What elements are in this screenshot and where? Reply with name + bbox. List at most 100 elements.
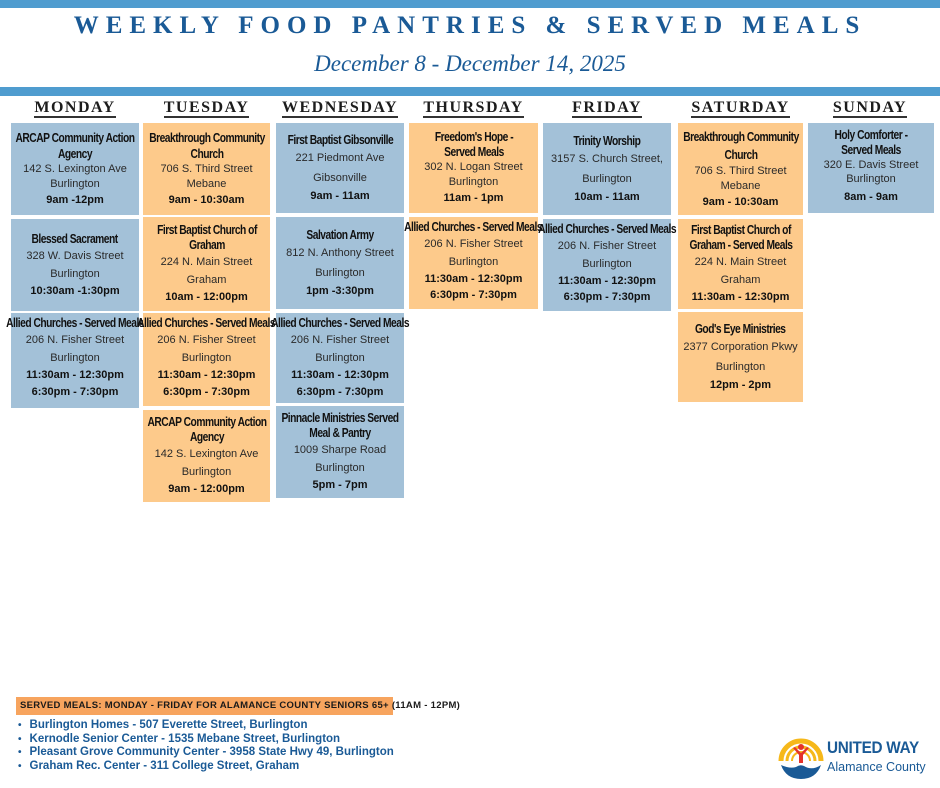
day-header-saturday: SATURDAY	[676, 99, 805, 119]
served-meal-location: Pleasant Grove Community Center - 3958 S…	[18, 746, 394, 760]
served-meals-list: Burlington Homes - 507 Everette Street, …	[18, 719, 394, 773]
day-header-tuesday: TUESDAY	[143, 99, 270, 119]
pantry-city: Burlington	[846, 173, 896, 185]
pantry-time: 1pm -3:30pm	[306, 284, 374, 297]
pantry-name: First Baptist Church of Graham - Served …	[688, 222, 793, 252]
pantry-name: Allied Churches - Served Meals	[271, 316, 409, 330]
day-header-wednesday: WEDNESDAY	[274, 99, 406, 119]
page-title: WEEKLY FOOD PANTRIES & SERVED MEALS	[73, 12, 867, 39]
pantry-address: 206 N. Fisher Street	[290, 334, 390, 346]
pantry-card: ARCAP Community Action Agency 142 S. Lex…	[11, 123, 139, 215]
pantry-card: Breakthrough Community Church 706 S. Thi…	[143, 123, 270, 215]
pantry-time: 11:30am - 12:30pm	[291, 369, 389, 381]
pantry-card: First Baptist Church of Graham - Served …	[678, 219, 803, 309]
pantry-name: Pinnacle Ministries Served Meal & Pantry	[281, 410, 399, 440]
pantry-time: 9am - 12:00pm	[168, 482, 245, 495]
pantry-card: First Baptist Church of Graham 224 N. Ma…	[143, 217, 270, 311]
pantry-time: 6:30pm - 7:30pm	[430, 289, 517, 301]
pantry-name: Allied Churches - Served Meals	[404, 220, 543, 234]
pantry-card: Allied Churches - Served Meals 206 N. Fi…	[405, 217, 543, 309]
day-label: TUESDAY	[163, 99, 250, 118]
pantry-name: Freedom's Hope - Served Meals	[434, 129, 513, 159]
pantry-address: 706 S. Third Street	[160, 162, 253, 175]
pantry-time: 8am - 9am	[844, 191, 898, 203]
served-meal-location: Graham Rec. Center - 311 College Street,…	[18, 760, 394, 774]
pantry-city: Burlington	[181, 465, 232, 478]
pantry-city: Burlington	[315, 266, 365, 279]
pantry-address: 142 S. Lexington Ave	[154, 447, 259, 460]
served-meal-location: Kernodle Senior Center - 1535 Mebane Str…	[18, 733, 394, 747]
pantry-city: Burlington	[448, 175, 499, 188]
pantry-address: 206 N. Fisher Street	[557, 240, 657, 252]
pantry-time: 5pm - 7pm	[312, 478, 368, 491]
pantry-time: 12pm - 2pm	[709, 378, 772, 391]
pantry-address: 1009 Sharpe Road	[293, 443, 387, 456]
pantry-address: 320 E. Davis Street	[823, 159, 919, 171]
pantry-name: Allied Churches - Served Meals	[137, 316, 276, 330]
pantry-time: 11am - 1pm	[443, 191, 504, 204]
pantry-time: 11:30am - 12:30pm	[558, 275, 656, 287]
day-label: MONDAY	[34, 99, 116, 118]
pantry-card: Salvation Army 812 N. Anthony Street Bur…	[276, 217, 404, 309]
pantry-time: 10am - 12:00pm	[165, 290, 248, 303]
pantry-name: Allied Churches - Served Meals	[538, 222, 676, 236]
top-accent-bar	[0, 0, 940, 8]
pantry-card: Pinnacle Ministries Served Meal & Pantry…	[276, 406, 404, 498]
pantry-time: 9am - 10:30am	[168, 193, 245, 206]
pantry-address: 224 N. Main Street	[694, 255, 787, 268]
pantry-card: Breakthrough Community Church 706 S. Thi…	[678, 123, 803, 215]
pantry-time: 9am - 11am	[310, 189, 370, 202]
pantry-name: First Baptist Gibsonville	[287, 132, 393, 147]
pantry-city: Gibsonville	[313, 171, 367, 184]
day-label: SATURDAY	[691, 99, 790, 118]
pantry-name: Trinity Worship	[573, 133, 641, 148]
pantry-time: 6:30pm - 7:30pm	[296, 386, 384, 398]
pantry-time: 11:30am - 12:30pm	[26, 369, 124, 381]
pantry-name: Breakthrough Community Church	[682, 129, 799, 162]
pantry-card: God's Eye Ministries 2377 Corporation Pk…	[678, 312, 803, 402]
pantry-address: 221 Piedmont Ave	[295, 151, 385, 164]
logo-title: UNITED WAY	[827, 738, 919, 757]
united-way-emblem-icon	[778, 738, 824, 779]
pantry-address: 812 N. Anthony Street	[286, 246, 394, 259]
pantry-card: ARCAP Community Action Agency 142 S. Lex…	[143, 410, 270, 502]
pantry-name: Salvation Army	[306, 227, 374, 242]
pantry-address: 206 N. Fisher Street	[424, 238, 523, 250]
pantry-name: ARCAP Community Action Agency	[146, 414, 267, 444]
pantry-name: First Baptist Church of Graham	[156, 222, 257, 252]
pantry-city: Burlington	[315, 461, 365, 474]
pantry-address: 2377 Corporation Pkwy	[683, 340, 798, 353]
pantry-time: 9am - 10:30am	[702, 195, 779, 208]
united-way-logo: UNITED WAY Alamance County	[778, 733, 938, 783]
day-label: SUNDAY	[832, 99, 908, 118]
pantry-address: 706 S. Third Street	[694, 164, 787, 177]
pantry-card: Freedom's Hope - Served Meals 302 N. Log…	[409, 123, 538, 213]
pantry-time: 6:30pm - 7:30pm	[163, 386, 250, 398]
pantry-city: Burlington	[50, 267, 100, 280]
pantry-city: Burlington	[582, 172, 632, 185]
pantry-time: 11:30am - 12:30pm	[424, 273, 523, 285]
pantry-city: Burlington	[448, 256, 499, 268]
served-meals-banner: SERVED MEALS: MONDAY - FRIDAY FOR ALAMAN…	[16, 697, 460, 715]
pantry-address: 142 S. Lexington Ave	[23, 162, 127, 175]
pantry-card: Allied Churches - Served Meals 206 N. Fi…	[271, 313, 409, 403]
pantry-city: Burlington	[582, 258, 632, 270]
divider-accent-bar	[0, 87, 940, 96]
pantry-name: God's Eye Ministries	[695, 321, 786, 336]
logo-subtitle: Alamance County	[827, 760, 926, 774]
pantry-time: 10:30am -1:30pm	[30, 284, 120, 297]
pantry-name: Breakthrough Community Church	[148, 130, 265, 161]
pantry-city: Graham	[186, 273, 227, 286]
pantry-address: 302 N. Logan Street	[424, 160, 523, 173]
pantry-address: 206 N. Fisher Street	[157, 334, 256, 346]
day-header-friday: FRIDAY	[543, 99, 671, 119]
pantry-address: 328 W. Davis Street	[26, 249, 124, 262]
served-meal-location: Burlington Homes - 507 Everette Street, …	[18, 719, 394, 733]
date-range: December 8 - December 14, 2025	[314, 51, 626, 76]
pantry-time: 9am -12pm	[46, 193, 104, 206]
pantry-name: ARCAP Community Action Agency	[15, 130, 135, 161]
pantry-card: Allied Churches - Served Meals 206 N. Fi…	[138, 313, 276, 406]
pantry-time: 6:30pm - 7:30pm	[31, 386, 119, 398]
pantry-city: Mebane	[186, 177, 227, 190]
pantry-address: 224 N. Main Street	[160, 255, 253, 268]
